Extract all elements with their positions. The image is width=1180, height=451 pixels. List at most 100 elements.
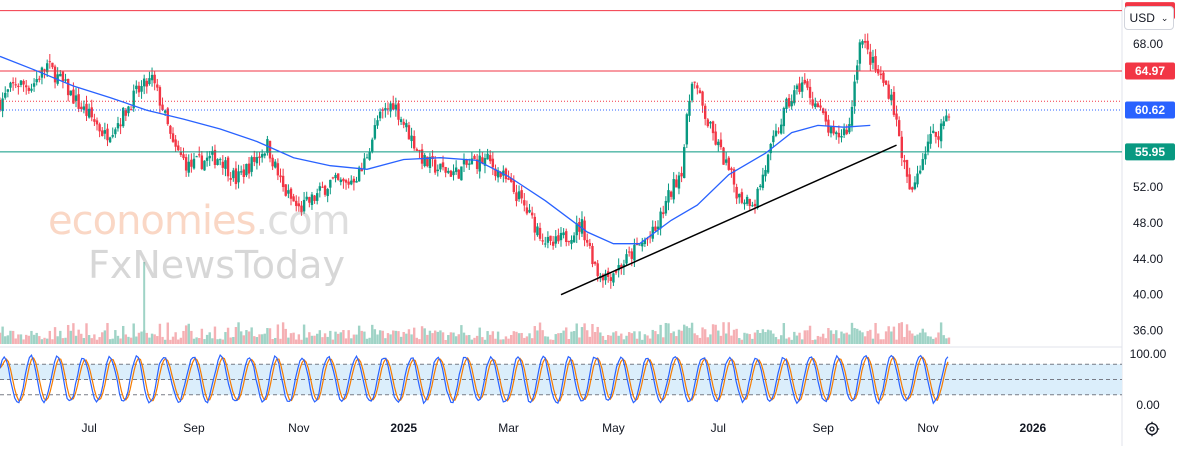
candle: [384, 102, 387, 118]
candle: [289, 187, 293, 206]
volume-bar: [132, 323, 135, 344]
volume-bar: [641, 339, 644, 344]
volume-bar: [769, 330, 772, 344]
volume-bar: [376, 334, 379, 344]
volume-bar: [48, 330, 52, 344]
volume-bar: [323, 333, 327, 344]
candle: [837, 125, 841, 144]
candle: [911, 186, 914, 193]
volume-bar: [87, 335, 91, 344]
price-level-badge: [1125, 62, 1175, 80]
volume-bar: [599, 332, 602, 344]
volume-bar: [570, 331, 573, 344]
volume-bar: [646, 335, 649, 344]
candle: [255, 151, 259, 170]
candle: [418, 149, 421, 159]
volume-bar: [759, 332, 762, 344]
volume-bar: [229, 337, 232, 344]
currency-selector[interactable]: USD ⌄: [1124, 6, 1174, 30]
candle: [832, 120, 835, 136]
candle: [845, 124, 848, 136]
candle: [918, 165, 922, 175]
volume-bar: [418, 339, 421, 344]
volume-bar: [840, 331, 843, 344]
candle: [667, 183, 670, 211]
candle: [449, 169, 453, 177]
volume-bar: [174, 332, 177, 344]
volume-bar: [916, 334, 919, 344]
volume-bar: [557, 333, 560, 344]
volume-bar: [208, 332, 211, 344]
volume-bar: [491, 331, 495, 344]
volume-bar: [515, 331, 518, 344]
time-tick-label: 2025: [390, 421, 417, 435]
candle: [620, 263, 623, 275]
candle: [74, 87, 78, 108]
candle: [329, 179, 332, 195]
candle: [308, 196, 311, 208]
candle: [32, 78, 36, 92]
volume-bar: [397, 331, 400, 344]
volume-bar: [25, 334, 28, 344]
candle: [853, 74, 856, 114]
volume-bar: [837, 338, 841, 344]
candle: [38, 75, 41, 83]
volume-bar: [669, 333, 673, 344]
candle: [829, 125, 833, 138]
volume-bar: [499, 339, 502, 344]
candle: [1, 92, 4, 118]
candle: [764, 165, 767, 182]
volume-bar: [800, 339, 804, 344]
volume-bar: [436, 331, 439, 344]
candle: [530, 206, 534, 219]
volume-bar: [297, 334, 301, 344]
candle: [491, 152, 495, 176]
volume-bar: [520, 332, 523, 344]
candle: [677, 171, 681, 195]
volume-bar: [344, 338, 348, 344]
volume-bar: [693, 333, 696, 344]
candle: [507, 170, 510, 181]
candle: [711, 120, 715, 141]
volume-bar: [562, 330, 565, 344]
volume-bar: [533, 326, 536, 344]
volume-bar: [507, 338, 510, 344]
support-trendline: [560, 144, 897, 296]
volume-bar: [648, 338, 652, 344]
candle: [761, 167, 765, 191]
volume-bar: [835, 330, 838, 344]
volume-bar: [625, 335, 628, 344]
volume-bar: [738, 338, 741, 344]
candle: [819, 98, 822, 111]
volume-bars: [0, 262, 951, 344]
volume-bar: [892, 326, 896, 344]
candle: [171, 127, 175, 143]
candle: [321, 181, 324, 188]
volume-bar: [365, 338, 369, 344]
candle: [460, 166, 463, 181]
volume-bar: [871, 338, 875, 344]
candle: [323, 184, 327, 197]
candle: [412, 130, 416, 151]
volume-bar: [281, 322, 285, 344]
volume-bar: [651, 329, 654, 344]
candle: [40, 66, 44, 85]
candle: [360, 162, 363, 172]
volume-bar: [253, 336, 256, 344]
volume-bar: [617, 335, 620, 344]
volume-bar: [481, 337, 484, 344]
volume-bar: [287, 337, 290, 344]
gear-icon[interactable]: [1144, 421, 1160, 437]
candle: [924, 146, 927, 165]
volume-bar: [119, 338, 122, 344]
volume-bar: [688, 327, 691, 344]
candle: [428, 152, 432, 174]
candle: [942, 116, 945, 130]
candle: [129, 105, 133, 111]
volume-bar: [926, 336, 930, 344]
candle: [381, 107, 384, 119]
candle: [234, 161, 238, 190]
volume-bar: [947, 337, 951, 344]
volume-bar: [384, 338, 387, 344]
